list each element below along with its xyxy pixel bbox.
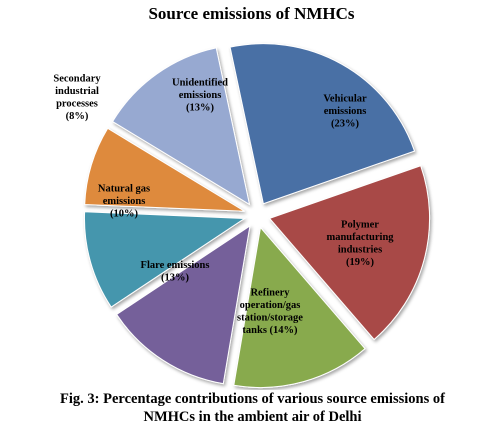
pie-slice-3 [233, 226, 366, 388]
pie-slice-2 [268, 165, 431, 341]
slice-label-6: Secondary industrial processes (8%) [53, 73, 101, 122]
caption-line-2: NMHCs in the ambient air of Delhi [143, 409, 362, 425]
slice-label-3: Refinery operation/gas station/storage tank… [237, 287, 303, 336]
pie-slice-4 [115, 224, 251, 385]
chart-title: Source emissions of NMHCs [148, 4, 355, 23]
pie-slice-6 [84, 127, 245, 212]
pie-slice-7 [111, 47, 251, 206]
slice-label-4: Flare emissions (13%) [141, 260, 210, 284]
caption-line-1: Fig. 3: Percentage contributions of vari… [60, 391, 445, 407]
pie-chart: Vehicular emissions (23%) Polymer manufactur… [53, 43, 431, 388]
pie-slice-1 [229, 43, 416, 205]
pie-slice-5 [84, 211, 247, 308]
slice-label-7: Unidentified emissions (13%) [172, 78, 228, 114]
slice-label-2: Polymer manufacturing industries (19%) [326, 219, 394, 268]
slice-label-1: Vehicular emissions (23%) [323, 94, 367, 130]
slice-label-5: Natural gas emissions (10%) [98, 184, 150, 220]
figure-caption: Fig. 3: Percentage contributions of vari… [6, 390, 499, 426]
